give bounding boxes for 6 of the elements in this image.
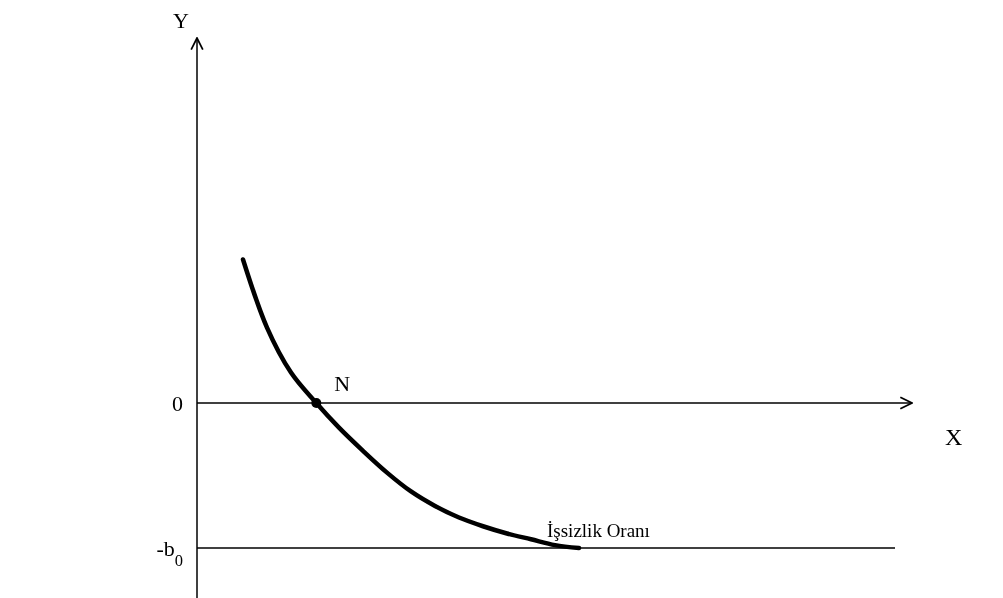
annotation: İşsizlik Oranı <box>547 520 650 541</box>
annotation: N <box>334 371 351 396</box>
text: Y <box>173 8 190 33</box>
ref-line-label: -b$_{0}$ <box>156 536 183 570</box>
text: X <box>945 424 963 450</box>
ref-line-label: 0 <box>172 391 183 416</box>
